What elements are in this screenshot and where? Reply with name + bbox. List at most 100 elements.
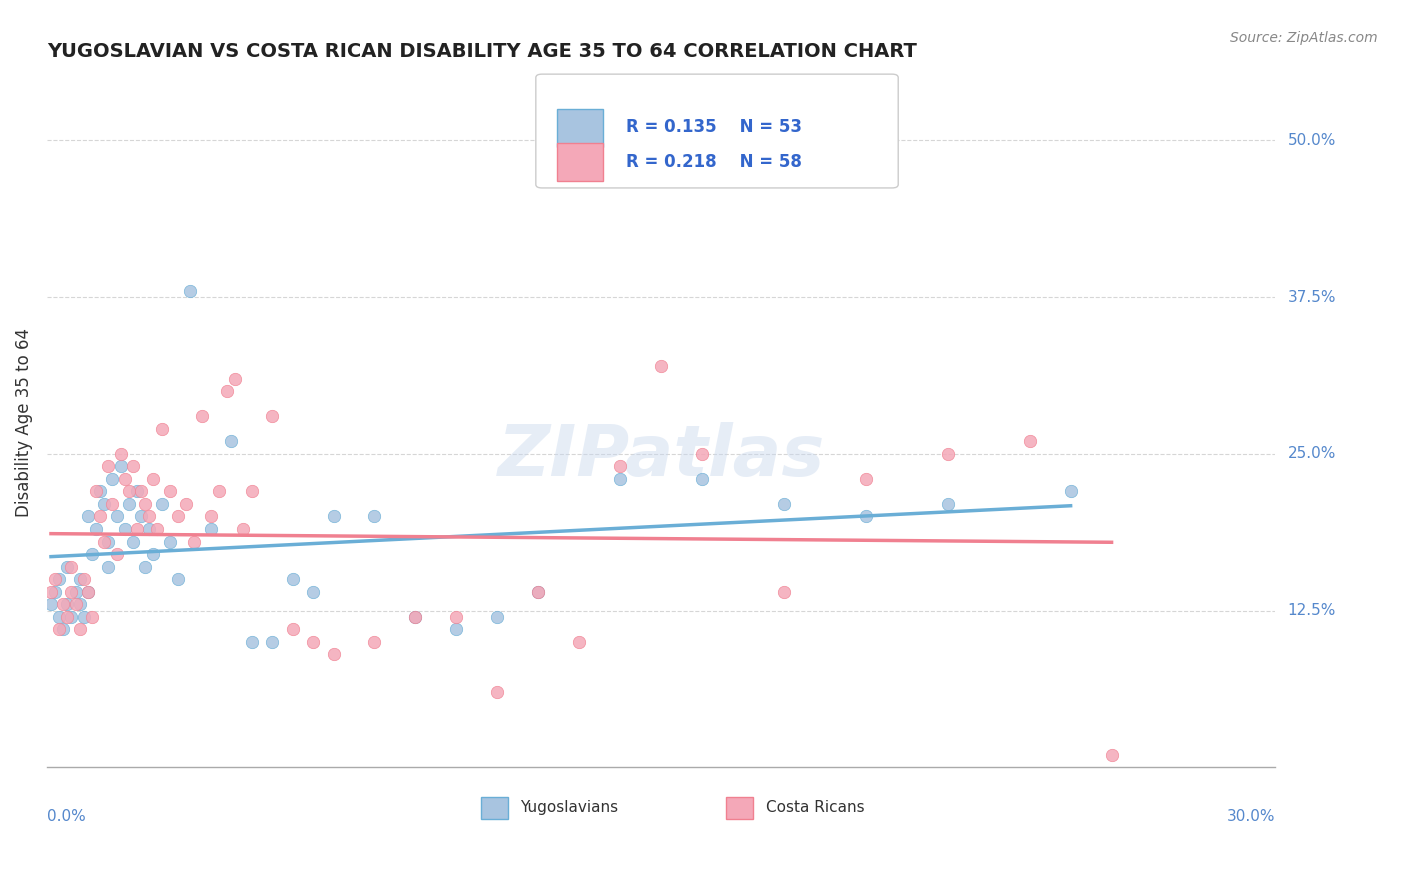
Point <box>404 609 426 624</box>
FancyBboxPatch shape <box>481 797 508 819</box>
Point <box>134 559 156 574</box>
Point <box>179 284 201 298</box>
Point <box>76 509 98 524</box>
Point <box>167 572 190 586</box>
Point <box>232 522 254 536</box>
Point <box>89 484 111 499</box>
Point <box>101 497 124 511</box>
Point <box>773 584 796 599</box>
Point <box>208 484 231 499</box>
Text: 25.0%: 25.0% <box>1288 446 1336 461</box>
Point <box>125 522 148 536</box>
Point <box>446 609 468 624</box>
Point <box>114 522 136 536</box>
Point <box>101 472 124 486</box>
FancyBboxPatch shape <box>536 74 898 188</box>
Point <box>191 409 214 424</box>
Point <box>60 609 83 624</box>
Point <box>52 623 75 637</box>
Point <box>48 609 70 624</box>
Point <box>690 447 713 461</box>
Point <box>302 584 325 599</box>
Point <box>56 597 79 611</box>
Text: R = 0.218    N = 58: R = 0.218 N = 58 <box>626 153 801 171</box>
Point <box>110 447 132 461</box>
Point <box>302 635 325 649</box>
Text: YUGOSLAVIAN VS COSTA RICAN DISABILITY AGE 35 TO 64 CORRELATION CHART: YUGOSLAVIAN VS COSTA RICAN DISABILITY AG… <box>46 42 917 61</box>
Point <box>855 509 877 524</box>
Text: R = 0.135    N = 53: R = 0.135 N = 53 <box>626 119 801 136</box>
Point <box>56 559 79 574</box>
Point <box>76 584 98 599</box>
Point <box>1018 434 1040 449</box>
Text: 37.5%: 37.5% <box>1288 290 1336 304</box>
Point <box>105 509 128 524</box>
Point <box>122 534 145 549</box>
Point <box>486 609 509 624</box>
Point <box>240 484 263 499</box>
Point <box>650 359 672 373</box>
Point <box>48 623 70 637</box>
Point <box>262 409 284 424</box>
Point <box>110 459 132 474</box>
Point <box>404 609 426 624</box>
Point <box>262 635 284 649</box>
Text: 50.0%: 50.0% <box>1288 133 1336 148</box>
Point <box>446 623 468 637</box>
Point <box>84 522 107 536</box>
Point <box>97 559 120 574</box>
Point <box>281 572 304 586</box>
Text: Source: ZipAtlas.com: Source: ZipAtlas.com <box>1230 31 1378 45</box>
Point <box>129 484 152 499</box>
Point <box>138 509 160 524</box>
Point <box>122 459 145 474</box>
Point <box>69 623 91 637</box>
Point <box>322 509 344 524</box>
Point <box>855 472 877 486</box>
Point <box>48 572 70 586</box>
Point <box>146 522 169 536</box>
Point <box>39 597 62 611</box>
Point <box>690 472 713 486</box>
Point <box>69 572 91 586</box>
Point <box>527 584 550 599</box>
Point <box>73 609 96 624</box>
Text: ZIPatlas: ZIPatlas <box>498 423 825 491</box>
Point <box>134 497 156 511</box>
Point <box>363 635 385 649</box>
Point <box>609 459 631 474</box>
Y-axis label: Disability Age 35 to 64: Disability Age 35 to 64 <box>15 328 32 517</box>
Point <box>773 497 796 511</box>
Point <box>322 648 344 662</box>
Point <box>93 497 115 511</box>
Point <box>568 635 591 649</box>
Point <box>56 609 79 624</box>
Point <box>224 371 246 385</box>
Point <box>44 572 66 586</box>
Point <box>114 472 136 486</box>
Point <box>44 584 66 599</box>
Point <box>125 484 148 499</box>
Text: 12.5%: 12.5% <box>1288 603 1336 618</box>
Point <box>174 497 197 511</box>
Point <box>39 584 62 599</box>
Point <box>105 547 128 561</box>
Point <box>159 484 181 499</box>
Point <box>60 584 83 599</box>
Point <box>219 434 242 449</box>
Point <box>65 597 87 611</box>
Point <box>183 534 205 549</box>
Point <box>159 534 181 549</box>
Point <box>73 572 96 586</box>
FancyBboxPatch shape <box>557 109 603 146</box>
Point <box>281 623 304 637</box>
Point <box>138 522 160 536</box>
Point <box>200 509 222 524</box>
Point <box>97 534 120 549</box>
Point <box>60 559 83 574</box>
Point <box>215 384 238 398</box>
Point <box>89 509 111 524</box>
FancyBboxPatch shape <box>727 797 754 819</box>
Point <box>150 422 173 436</box>
Point <box>486 685 509 699</box>
